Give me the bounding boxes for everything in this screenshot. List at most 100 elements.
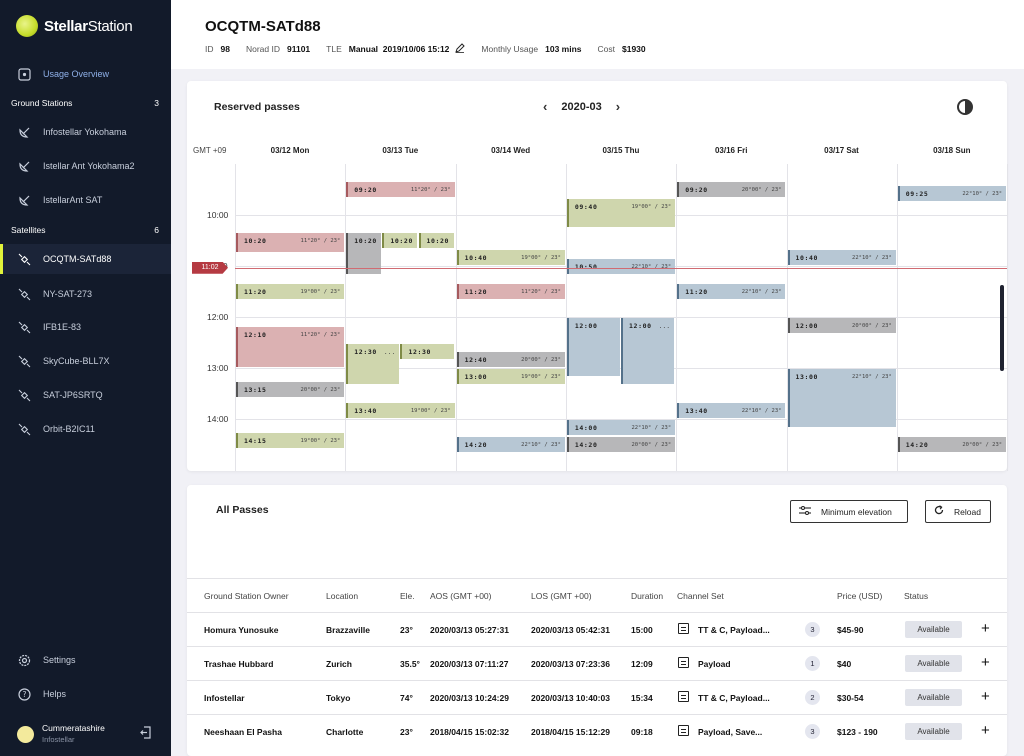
pass-elevation: 11°20° / 23° xyxy=(300,331,341,338)
add-pass-icon[interactable]: + xyxy=(981,654,990,671)
cell-owner: Trashae Hubbard xyxy=(204,659,274,669)
pass-block[interactable]: 12:30 xyxy=(400,343,454,359)
pass-block[interactable]: 10:50 22°10° / 23° xyxy=(566,258,676,274)
pass-block[interactable]: 13:15 20°00° / 23° xyxy=(236,381,345,397)
pass-block[interactable]: 10:40 19°00° / 23° xyxy=(456,250,565,265)
minimum-elevation-button[interactable]: Minimum elevation xyxy=(790,500,908,523)
column-header: Ele. xyxy=(400,591,415,601)
pass-start-time: 10:40 xyxy=(464,254,488,262)
sliders-icon xyxy=(799,505,811,518)
contrast-toggle-icon[interactable] xyxy=(957,99,973,115)
pass-block[interactable]: 13:40 22°10° / 23° xyxy=(677,403,786,418)
pass-block[interactable]: 10:40 22°10° / 23° xyxy=(787,250,896,265)
calendar-scrollbar[interactable] xyxy=(1000,285,1004,371)
stellarstation-logo[interactable]: StellarStation xyxy=(16,15,133,37)
add-pass-icon[interactable]: + xyxy=(981,688,990,705)
pass-block[interactable]: 09:20 11°20° / 23° xyxy=(346,182,455,197)
chevron-left-icon[interactable]: ‹ xyxy=(543,99,548,114)
pass-block[interactable]: 13:40 19°00° / 23° xyxy=(346,403,455,418)
pass-elevation: 11°20° / 23° xyxy=(410,187,451,193)
pass-block[interactable]: 14:20 22°10° / 23° xyxy=(456,437,565,452)
cell-location: Zurich xyxy=(326,659,352,669)
pass-start-time: 13:00 xyxy=(795,373,819,381)
pass-block[interactable]: 13:00 19°00° / 23° xyxy=(456,369,565,384)
sidebar-item-satellite-active[interactable]: OCQTM-SATd88 xyxy=(0,244,171,274)
pass-block[interactable]: 10:20 11°20° / 23° xyxy=(236,233,345,253)
page-title: OCQTM-SATd88 xyxy=(205,18,321,35)
day-header: 03/18 Sun xyxy=(933,146,971,155)
pass-start-time: 09:20 xyxy=(685,186,708,194)
pass-start-time: 11:20 xyxy=(685,288,708,296)
table-row[interactable]: Homura Yunosuke Brazzaville 23° 2020/03/13 … xyxy=(187,612,1007,646)
cell-aos: 2020/03/13 05:27:31 xyxy=(430,625,509,635)
pass-elevation: 22°10° / 23° xyxy=(741,408,782,414)
section-title: Reserved passes xyxy=(214,101,300,113)
chevron-right-icon[interactable]: › xyxy=(615,99,621,114)
pass-block[interactable]: 12:30... xyxy=(346,343,400,384)
more-icon[interactable]: ... xyxy=(658,322,671,330)
pass-elevation: 20°00° / 23° xyxy=(521,357,561,363)
add-pass-icon[interactable]: + xyxy=(981,722,990,739)
current-month: 2020-03 xyxy=(561,100,602,113)
pass-start-time: 10:20 xyxy=(244,237,267,245)
sidebar-item-satellite[interactable]: IFB1E-83 xyxy=(0,313,171,341)
hour-label: 13:00 xyxy=(207,363,229,373)
reload-button[interactable]: Reload xyxy=(925,500,991,523)
pass-block[interactable]: 09:20 20°00° / 23° xyxy=(677,182,786,197)
sidebar-item-satellite[interactable]: SkyCube-BLL7X xyxy=(0,347,171,375)
status-badge: Available xyxy=(905,723,962,740)
pass-block[interactable]: 11:20 11°20° / 23° xyxy=(456,284,565,299)
pass-block[interactable]: 11:20 22°10° / 23° xyxy=(677,284,786,299)
pass-elevation: 11°20° / 23° xyxy=(300,238,341,244)
pass-block[interactable]: 14:00 22°10° / 23° xyxy=(566,420,676,435)
pass-block[interactable]: 10:20 xyxy=(382,233,418,248)
pass-start-time: 11:20 xyxy=(244,288,267,296)
sidebar-item-ground-station[interactable]: IstellarAnt SAT xyxy=(0,186,171,214)
day-header: 03/13 Tue xyxy=(382,146,419,155)
logo-text: StellarStation xyxy=(44,17,133,35)
table-row[interactable]: Infostellar Tokyo 74° 2020/03/13 10:24:29 20… xyxy=(187,680,1007,714)
edit-pencil-icon[interactable] xyxy=(455,43,466,55)
sidebar-item-ground-station[interactable]: Istellar Ant Yokohama2 xyxy=(0,152,171,180)
pass-start-time: 10:20 xyxy=(390,237,413,245)
pass-block[interactable]: 14:15 19°00° / 23° xyxy=(236,432,345,448)
pass-block[interactable]: 14:20 20°00° / 23° xyxy=(566,437,676,452)
pass-start-time: 10:50 xyxy=(574,262,598,271)
nav-settings[interactable]: Settings xyxy=(0,646,171,674)
logout-icon[interactable] xyxy=(139,726,152,744)
pass-block[interactable]: 12:00 xyxy=(566,318,621,376)
day-header: 03/14 Wed xyxy=(491,146,531,155)
pass-block[interactable]: 14:20 20°00° / 23° xyxy=(897,437,1007,452)
nav-helps[interactable]: ? Helps xyxy=(0,680,171,708)
pass-block[interactable]: 10:20 xyxy=(346,233,382,274)
sidebar-item-satellite[interactable]: NY-SAT-273 xyxy=(0,280,171,308)
add-pass-icon[interactable]: + xyxy=(981,620,990,637)
user-profile[interactable]: Cummeratashire Infostellar xyxy=(17,722,105,746)
more-icon[interactable]: ... xyxy=(383,347,396,356)
sidebar-item-satellite[interactable]: Orbit-B2IC11 xyxy=(0,415,171,443)
current-time-line xyxy=(235,267,1007,269)
sidebar-item-ground-station[interactable]: Infostellar Yokohama xyxy=(0,118,171,146)
pass-block[interactable]: 10:20 xyxy=(418,233,454,248)
pass-block[interactable]: 12:00... xyxy=(621,318,675,384)
sidebar-item-satellite[interactable]: SAT-JP6SRTQ xyxy=(0,381,171,409)
grid-line xyxy=(235,368,1007,369)
table-row[interactable]: Trashae Hubbard Zurich 35.5° 2020/03/13 07:… xyxy=(187,646,1007,680)
pass-block[interactable]: 12:10 11°20° / 23° xyxy=(236,326,345,367)
satellite-dish-icon xyxy=(17,193,31,207)
pass-block[interactable]: 13:00 22°10° / 23° xyxy=(787,369,896,427)
pass-block[interactable]: 12:00 20°00° / 23° xyxy=(787,318,896,333)
satellite-header: OCQTM-SATd88 ID 98 Norad ID 91101 TLE Manua… xyxy=(171,0,1024,69)
satellite-icon xyxy=(17,252,31,266)
cell-owner: Neeshaan El Pasha xyxy=(204,727,282,737)
pass-block[interactable]: 09:25 22°10° / 23° xyxy=(897,186,1007,202)
cell-aos: 2020/03/13 07:11:27 xyxy=(430,659,509,669)
pass-block[interactable]: 09:40 19°00° / 23° xyxy=(566,199,676,227)
pass-start-time: 13:00 xyxy=(464,373,488,381)
pass-block[interactable]: 11:20 19°00° / 23° xyxy=(236,284,345,299)
pass-elevation: 19°00° / 23° xyxy=(300,289,341,295)
pass-start-time: 10:40 xyxy=(795,254,819,262)
nav-usage-overview[interactable]: Usage Overview xyxy=(0,60,171,88)
pass-block[interactable]: 12:40 20°00° / 23° xyxy=(456,352,565,367)
table-row[interactable]: Neeshaan El Pasha Charlotte 23° 2018/04/15 … xyxy=(187,714,1007,748)
